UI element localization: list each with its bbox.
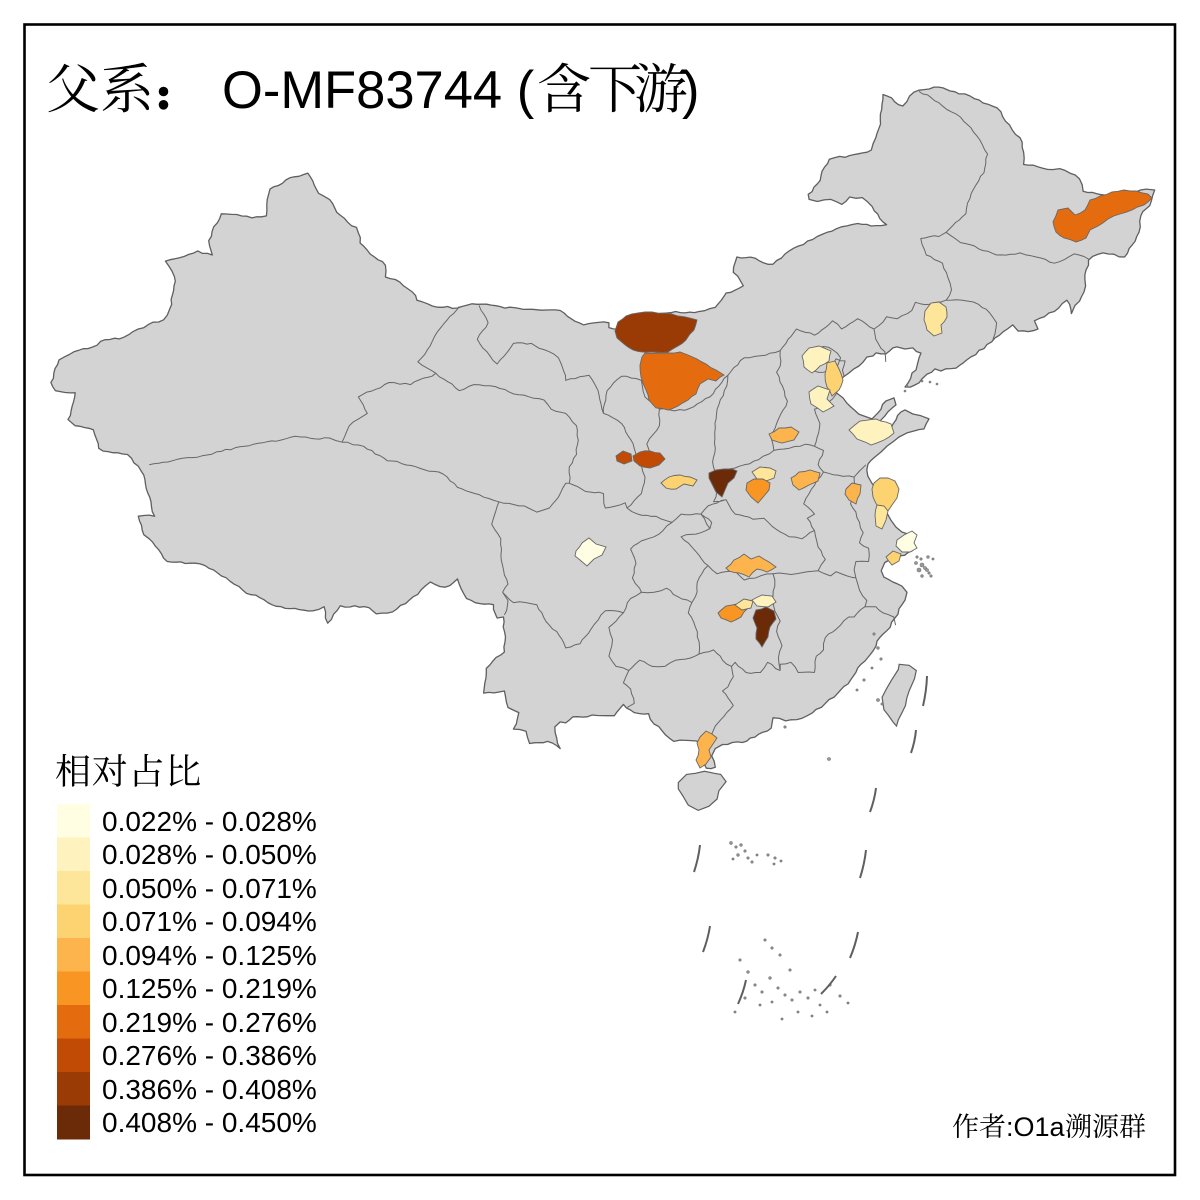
svg-text:0.094% - 0.125%: 0.094% - 0.125% <box>102 940 317 971</box>
svg-text:0.050% - 0.071%: 0.050% - 0.071% <box>102 873 317 904</box>
svg-text:0.219% - 0.276%: 0.219% - 0.276% <box>102 1007 317 1038</box>
svg-text:O-MF83744 (: O-MF83744 ( <box>222 61 535 120</box>
svg-text:0.125% - 0.219%: 0.125% - 0.219% <box>102 973 317 1004</box>
svg-text:0.028% - 0.050%: 0.028% - 0.050% <box>102 839 317 870</box>
svg-text:0.386% - 0.408%: 0.386% - 0.408% <box>102 1074 317 1105</box>
svg-text:): ) <box>682 61 699 120</box>
svg-text::O1a: :O1a <box>1006 1112 1066 1142</box>
svg-text:0.022% - 0.028%: 0.022% - 0.028% <box>102 806 317 837</box>
svg-text:0.276% - 0.386%: 0.276% - 0.386% <box>102 1040 317 1071</box>
svg-text:0.071% - 0.094%: 0.071% - 0.094% <box>102 906 317 937</box>
svg-text:0.408% - 0.450%: 0.408% - 0.450% <box>102 1107 317 1138</box>
